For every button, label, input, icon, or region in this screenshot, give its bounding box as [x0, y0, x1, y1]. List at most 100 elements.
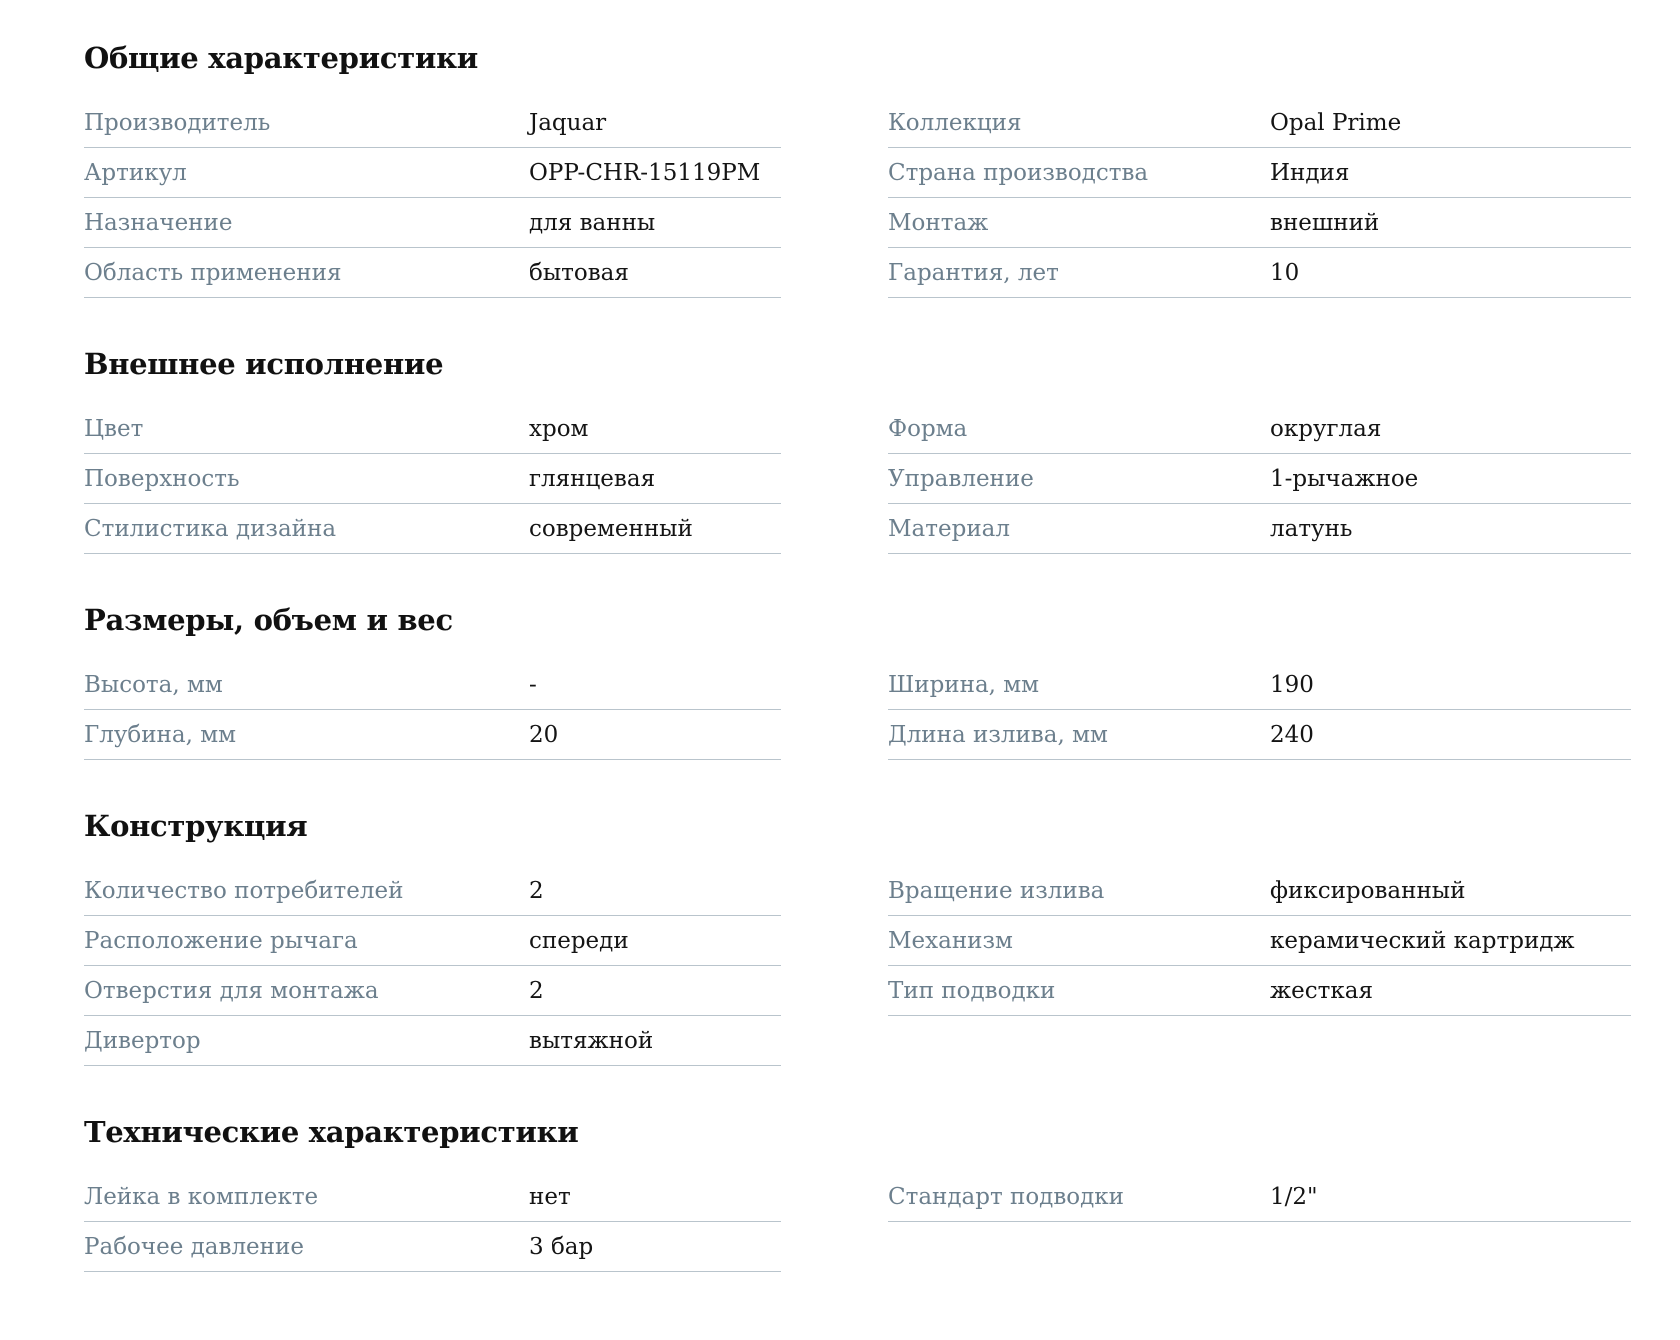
- spec-columns: Цвет хром Поверхность глянцевая Стилистика д…: [84, 404, 1631, 554]
- spec-value: 20: [529, 721, 559, 748]
- spec-column-right: Форма округлая Управление 1-рычажное Материа…: [888, 404, 1631, 554]
- spec-label: Управление: [888, 465, 1034, 492]
- spec-column-right: Коллекция Opal Prime Страна производства Ин…: [888, 98, 1631, 298]
- spec-label: Дивертор: [84, 1027, 201, 1054]
- spec-label: Высота, мм: [84, 671, 223, 698]
- spec-row: Назначение для ванны: [84, 198, 781, 248]
- spec-label: Отверстия для монтажа: [84, 977, 379, 1004]
- spec-row: Отверстия для монтажа 2: [84, 966, 781, 1016]
- spec-value: жесткая: [1270, 977, 1373, 1004]
- spec-row: Высота, мм -: [84, 660, 781, 710]
- spec-label: Вращение излива: [888, 877, 1105, 904]
- spec-value: современный: [529, 515, 693, 542]
- spec-label: Количество потребителей: [84, 877, 404, 904]
- section-title: Конструкция: [84, 809, 308, 843]
- spec-columns: Высота, мм - Глубина, мм 20 Ширина, мм 190 Дли…: [84, 660, 1631, 760]
- spec-row: Поверхность глянцевая: [84, 454, 781, 504]
- section-title: Общие характеристики: [84, 41, 478, 75]
- spec-row: Коллекция Opal Prime: [888, 98, 1631, 148]
- spec-label: Гарантия, лет: [888, 259, 1059, 286]
- spec-label: Лейка в комплекте: [84, 1183, 319, 1210]
- spec-label: Расположение рычага: [84, 927, 358, 954]
- spec-label: Назначение: [84, 209, 233, 236]
- spec-value: 1/2": [1270, 1183, 1318, 1210]
- spec-label: Механизм: [888, 927, 1013, 954]
- spec-value: Opal Prime: [1270, 109, 1402, 136]
- spec-value: 3 бар: [529, 1233, 594, 1260]
- section-title: Размеры, объем и вес: [84, 603, 453, 637]
- spec-row: Форма округлая: [888, 404, 1631, 454]
- spec-row: Тип подводки жесткая: [888, 966, 1631, 1016]
- spec-label: Область применения: [84, 259, 342, 286]
- section-title: Технические характеристики: [84, 1115, 579, 1149]
- spec-label: Монтаж: [888, 209, 989, 236]
- spec-columns: Количество потребителей 2 Расположение рыч…: [84, 866, 1631, 1066]
- spec-row: Ширина, мм 190: [888, 660, 1631, 710]
- spec-value: спереди: [529, 927, 629, 954]
- spec-value: 10: [1270, 259, 1300, 286]
- spec-label: Коллекция: [888, 109, 1022, 136]
- spec-column-right: Вращение излива фиксированный Механизм кера…: [888, 866, 1631, 1016]
- spec-row: Страна производства Индия: [888, 148, 1631, 198]
- spec-value: фиксированный: [1270, 877, 1466, 904]
- spec-row: Гарантия, лет 10: [888, 248, 1631, 298]
- spec-section: Внешнее исполнение Цвет хром Поверхность гля…: [84, 344, 1631, 554]
- spec-column-left: Количество потребителей 2 Расположение рыч…: [84, 866, 781, 1066]
- spec-value: латунь: [1270, 515, 1353, 542]
- spec-row: Лейка в комплекте нет: [84, 1172, 781, 1222]
- spec-value: 1-рычажное: [1270, 465, 1419, 492]
- spec-value: 240: [1270, 721, 1314, 748]
- spec-value: 2: [529, 877, 544, 904]
- spec-value: -: [529, 671, 537, 698]
- spec-value: хром: [529, 415, 589, 442]
- spec-value: 2: [529, 977, 544, 1004]
- spec-value: нет: [529, 1183, 571, 1210]
- spec-label: Поверхность: [84, 465, 240, 492]
- spec-row: Монтаж внешний: [888, 198, 1631, 248]
- spec-row: Механизм керамический картридж: [888, 916, 1631, 966]
- spec-row: Рабочее давление 3 бар: [84, 1222, 781, 1272]
- spec-label: Тип подводки: [888, 977, 1056, 1004]
- spec-row: Управление 1-рычажное: [888, 454, 1631, 504]
- spec-column-left: Лейка в комплекте нет Рабочее давление 3 ба…: [84, 1172, 781, 1272]
- spec-label: Артикул: [84, 159, 187, 186]
- spec-value: вытяжной: [529, 1027, 654, 1054]
- spec-column-left: Производитель Jaquar Артикул OPP-CHR-15119P…: [84, 98, 781, 298]
- spec-value: Индия: [1270, 159, 1350, 186]
- spec-row: Стилистика дизайна современный: [84, 504, 781, 554]
- spec-label: Длина излива, мм: [888, 721, 1108, 748]
- spec-label: Стандарт подводки: [888, 1183, 1124, 1210]
- spec-label: Страна производства: [888, 159, 1149, 186]
- spec-row: Дивертор вытяжной: [84, 1016, 781, 1066]
- spec-label: Материал: [888, 515, 1010, 542]
- spec-value: бытовая: [529, 259, 629, 286]
- spec-columns: Лейка в комплекте нет Рабочее давление 3 ба…: [84, 1172, 1631, 1272]
- spec-section: Общие характеристики Производитель Jaquar А…: [84, 38, 1631, 298]
- spec-row: Область применения бытовая: [84, 248, 781, 298]
- spec-column-left: Цвет хром Поверхность глянцевая Стилистика д…: [84, 404, 781, 554]
- spec-value: для ванны: [529, 209, 656, 236]
- spec-value: OPP-CHR-15119PM: [529, 159, 761, 186]
- spec-column-left: Высота, мм - Глубина, мм 20: [84, 660, 781, 760]
- spec-columns: Производитель Jaquar Артикул OPP-CHR-15119P…: [84, 98, 1631, 298]
- spec-section: Размеры, объем и вес Высота, мм - Глубина, …: [84, 600, 1631, 760]
- spec-label: Форма: [888, 415, 968, 442]
- spec-column-right: Стандарт подводки 1/2": [888, 1172, 1631, 1222]
- specifications-page: Общие характеристики Производитель Jaquar А…: [84, 38, 1631, 1318]
- spec-label: Производитель: [84, 109, 271, 136]
- spec-column-right: Ширина, мм 190 Длина излива, мм 240: [888, 660, 1631, 760]
- spec-value: Jaquar: [529, 109, 607, 136]
- section-title: Внешнее исполнение: [84, 347, 444, 381]
- spec-row: Количество потребителей 2: [84, 866, 781, 916]
- spec-row: Материал латунь: [888, 504, 1631, 554]
- spec-value: глянцевая: [529, 465, 656, 492]
- spec-row: Цвет хром: [84, 404, 781, 454]
- spec-row: Глубина, мм 20: [84, 710, 781, 760]
- spec-label: Стилистика дизайна: [84, 515, 337, 542]
- spec-label: Цвет: [84, 415, 144, 442]
- spec-row: Расположение рычага спереди: [84, 916, 781, 966]
- spec-row: Длина излива, мм 240: [888, 710, 1631, 760]
- spec-label: Рабочее давление: [84, 1233, 304, 1260]
- spec-value: внешний: [1270, 209, 1380, 236]
- spec-value: 190: [1270, 671, 1314, 698]
